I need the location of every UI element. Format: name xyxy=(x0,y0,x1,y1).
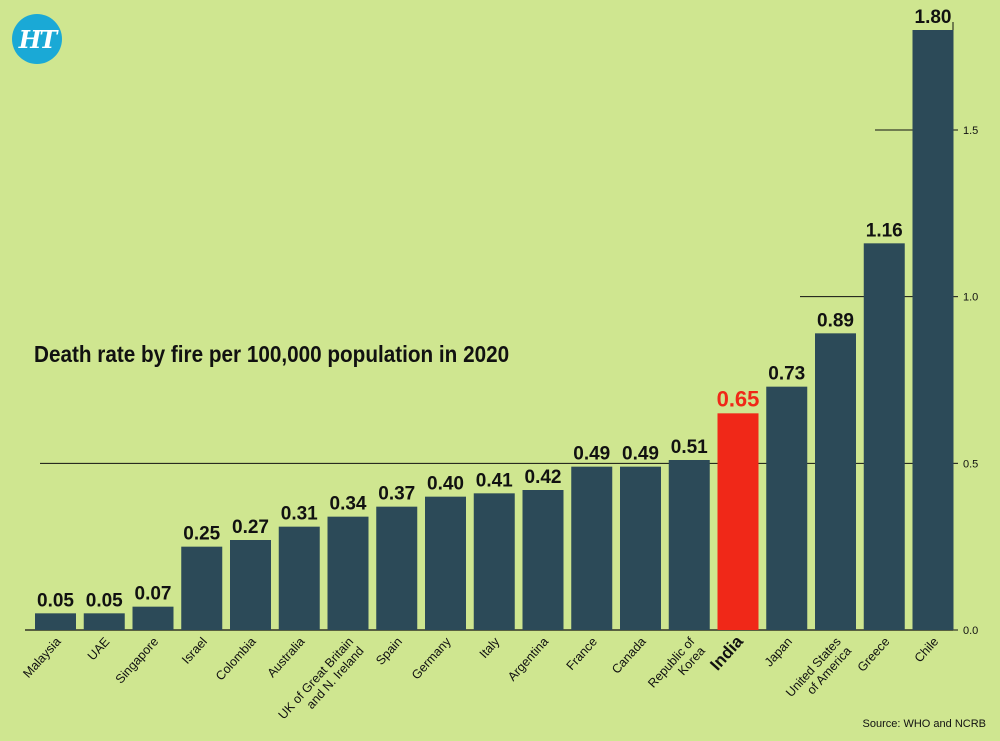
category-label-line: UAE xyxy=(85,635,113,663)
category-label-line: Malaysia xyxy=(20,635,63,681)
category-label: Italy xyxy=(477,634,503,661)
category-label-line: Colombia xyxy=(213,635,259,684)
bar xyxy=(668,460,710,630)
bar xyxy=(766,386,808,630)
value-label: 0.27 xyxy=(232,517,269,538)
value-label: 0.05 xyxy=(37,590,74,611)
category-label: India xyxy=(706,632,747,675)
bar xyxy=(230,540,271,630)
hindustan-times-logo: HT xyxy=(12,14,62,64)
y-tick-label: 1.0 xyxy=(963,292,978,304)
category-label-line: France xyxy=(564,635,600,673)
bar xyxy=(278,526,320,630)
value-label: 1.16 xyxy=(866,220,903,241)
category-label-line: Japan xyxy=(762,635,795,670)
bar xyxy=(863,243,905,631)
category-label: Malaysia xyxy=(20,635,63,681)
category-label-line: Germany xyxy=(409,634,454,682)
category-label: United Statesof America xyxy=(783,635,854,710)
value-label: 0.31 xyxy=(281,504,318,525)
value-label: 0.49 xyxy=(622,444,659,465)
category-label-line: Canada xyxy=(609,635,649,677)
value-label: 0.25 xyxy=(183,524,220,545)
category-label: France xyxy=(564,635,600,673)
value-label: 0.40 xyxy=(427,474,464,495)
category-label-line: India xyxy=(706,632,747,675)
value-label: 0.65 xyxy=(717,386,760,411)
value-label: 0.41 xyxy=(476,470,513,491)
category-label-line: Argentina xyxy=(505,635,551,684)
bar xyxy=(376,506,418,630)
bar xyxy=(815,333,856,630)
category-label: Singapore xyxy=(113,635,162,687)
value-label: 0.89 xyxy=(817,310,854,331)
value-label: 0.37 xyxy=(378,484,415,505)
category-label: UAE xyxy=(85,635,113,663)
value-label: 0.34 xyxy=(330,494,367,515)
category-label: Japan xyxy=(762,635,795,670)
value-label: 0.05 xyxy=(86,590,123,611)
category-label: Colombia xyxy=(213,635,259,684)
y-tick-label: 1.5 xyxy=(963,125,978,137)
category-label-line: Singapore xyxy=(113,635,162,687)
bar xyxy=(132,606,174,630)
category-label-line: Chile xyxy=(912,635,941,666)
bar xyxy=(425,496,466,630)
value-label: 0.51 xyxy=(671,437,708,458)
bar xyxy=(912,30,954,630)
bar xyxy=(327,516,369,630)
bar xyxy=(473,493,515,630)
bar xyxy=(717,413,759,630)
bar xyxy=(35,613,76,630)
chart-title: Death rate by fire per 100,000 populatio… xyxy=(34,341,510,367)
bar xyxy=(83,613,125,630)
category-label: Republic ofKorea xyxy=(645,634,708,700)
bar xyxy=(571,466,613,630)
value-label: 0.07 xyxy=(135,584,172,605)
category-label: Canada xyxy=(609,635,649,677)
value-label: 0.42 xyxy=(525,467,562,488)
category-label: Israel xyxy=(179,635,210,667)
y-tick-label: 0.5 xyxy=(963,458,978,470)
bar xyxy=(181,546,223,630)
category-label-line: Australia xyxy=(265,635,308,681)
logo-text: HT xyxy=(18,24,58,54)
y-tick-label: 0.0 xyxy=(963,625,978,637)
category-label-line: Italy xyxy=(477,634,503,661)
source-note: Source: WHO and NCRB xyxy=(862,718,986,730)
category-label: Australia xyxy=(265,635,308,681)
category-label-line: Spain xyxy=(373,635,405,668)
bar xyxy=(522,490,564,630)
category-label-line: Israel xyxy=(179,635,210,667)
category-label: Spain xyxy=(373,635,405,668)
bar xyxy=(620,466,661,630)
category-label: Chile xyxy=(912,635,941,666)
category-label-line: Greece xyxy=(855,635,893,675)
category-label: Greece xyxy=(855,635,893,675)
category-label: Argentina xyxy=(505,635,551,684)
value-label: 0.49 xyxy=(573,444,610,465)
category-label: Germany xyxy=(409,634,454,682)
value-label: 0.73 xyxy=(768,364,805,385)
value-label: 1.80 xyxy=(915,7,952,28)
